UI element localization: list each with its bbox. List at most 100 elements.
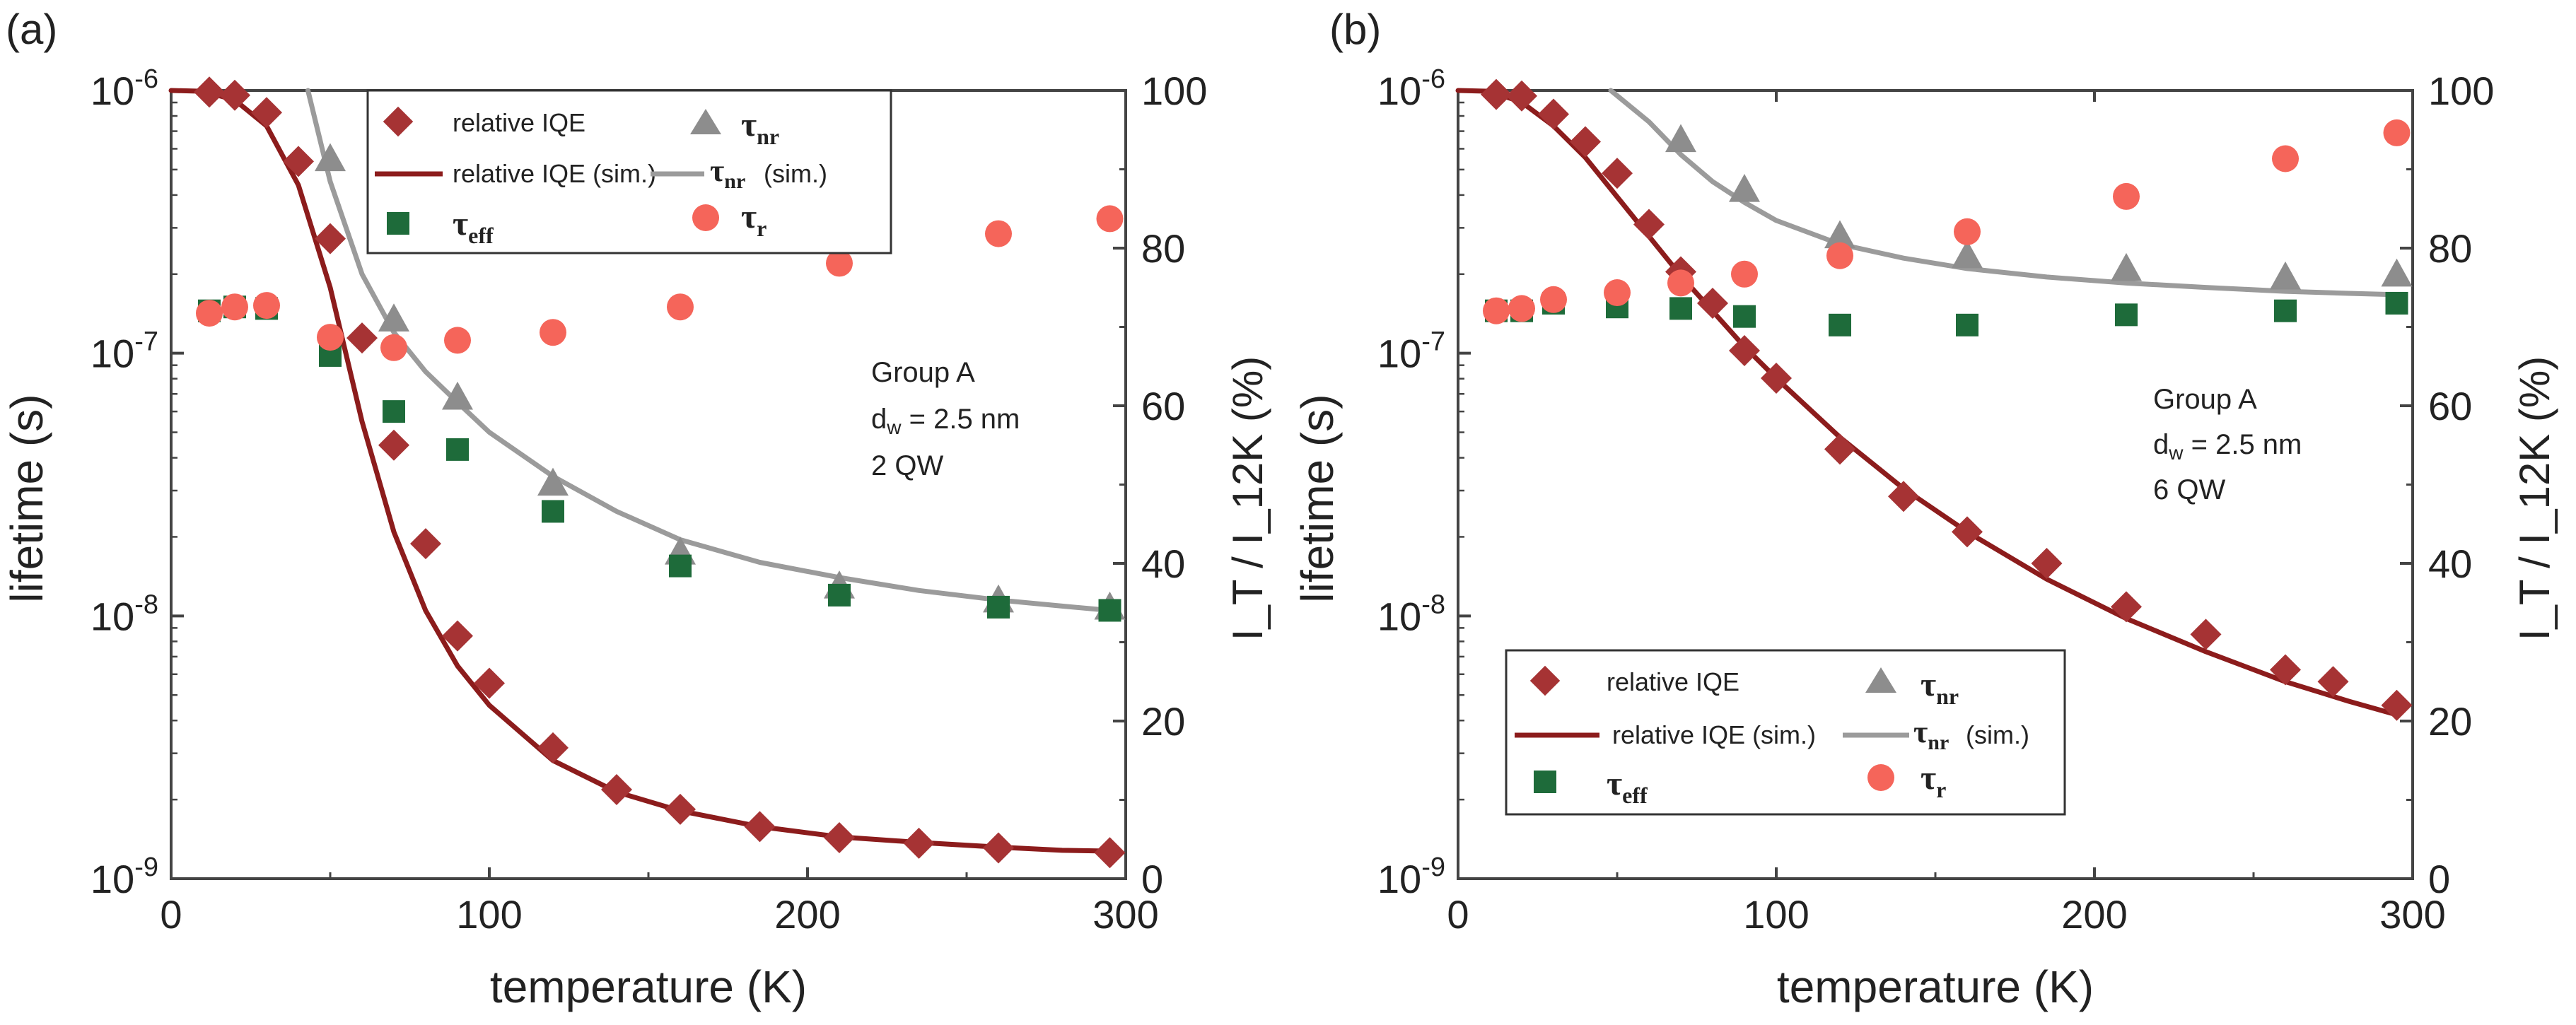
series-line-tau-nr-sim [305,88,1112,613]
legend-label-relative-iqe: relative IQE [453,108,585,137]
point-relative-iqe [824,822,855,854]
point-tau-r [2272,145,2299,172]
point-tau-r [1540,286,1567,313]
point-tau-nr [315,143,346,172]
y-left-tick-label: 10-9 [91,853,158,901]
point-relative-iqe [665,793,696,825]
y-axis-label-left: lifetime (s) [1,394,52,602]
y-left-tick-label: 10-9 [1377,853,1445,901]
point-tau-r [826,250,853,277]
panel-a: (a) lifetime (s) I_T / I_12K (%) tempera… [1,6,1271,1012]
annotation-well-width: dw = 2.5 nm [871,404,1020,438]
y-right-tick-label: 80 [2428,226,2472,271]
annotation: Group A dw = 2.5 nm 2 QW [871,357,1020,481]
point-relative-iqe [410,528,441,560]
point-tau-nr [1824,220,1855,249]
point-tau-r [985,220,1012,247]
y-right-tick-label: 0 [2428,857,2450,901]
point-tau-r [1731,260,1758,288]
point-relative-iqe [194,76,225,108]
point-tau-eff [2385,291,2408,315]
point-relative-iqe [251,97,282,129]
point-tau-r [1508,295,1535,322]
point-relative-iqe [2317,666,2349,698]
point-relative-iqe [2270,654,2301,686]
point-tau-eff [383,400,405,423]
point-tau-eff [1098,599,1121,622]
legend: relative IQE τnr relative IQE (sim.) τnr… [366,89,892,254]
y-left-tick-label: 10-8 [1377,590,1445,638]
point-tau-r [444,327,471,354]
point-tau-nr [2111,252,2142,281]
x-tick-label: 200 [774,892,840,937]
point-tau-eff [2115,303,2138,327]
point-tau-r [667,293,694,321]
point-relative-iqe [2190,619,2222,650]
point-tau-nr [2270,261,2301,290]
point-relative-iqe [378,429,409,461]
point-tau-eff [1829,313,1851,336]
annotation: Group A dw = 2.5 nm 6 QW [2153,384,2302,505]
y-left-tick-label: 10-6 [1377,64,1445,113]
point-tau-nr [537,467,569,496]
point-tau-r [196,300,223,327]
point-relative-iqe [1094,837,1126,869]
y-axis-right-ticks: 0 20 40 60 80 100 [2400,69,2494,901]
point-tau-r [1096,205,1124,233]
series-line-tau-nr-sim [1608,88,2399,298]
point-tau-eff [1956,313,1978,336]
legend-label-tau-nr-sim: τnr (sim.) [710,153,827,193]
series-markers [1481,78,2413,721]
legend-box [366,89,892,254]
y-right-tick-label: 20 [2428,699,2472,744]
legend-marker-tau-eff [1534,771,1556,793]
y-left-tick-label: 10-8 [91,590,158,638]
point-tau-nr [1952,240,1983,269]
x-tick-label: 300 [2379,892,2445,937]
x-axis-ticks: 0 100 200 300 [1447,90,2446,937]
point-relative-iqe [315,223,346,254]
point-relative-iqe [1888,481,1919,512]
legend-marker-tau-r [1867,764,1894,791]
point-tau-r [1667,269,1694,297]
point-tau-nr [1665,124,1696,153]
x-axis-label: temperature (K) [490,961,807,1012]
point-tau-eff [987,595,1010,619]
series-line-relative-iqe-sim [1455,88,2399,718]
point-tau-r [253,292,280,320]
point-tau-nr [2381,258,2413,287]
point-tau-eff [828,583,851,607]
point-relative-iqe [2031,548,2063,579]
x-tick-label: 300 [1092,892,1158,937]
point-relative-iqe [1570,126,1601,158]
point-relative-iqe [1481,78,1512,110]
annotation-group: Group A [2153,384,2257,415]
y-right-tick-label: 20 [1141,699,1185,744]
point-tau-r [1826,242,1853,269]
point-tau-nr [442,381,473,410]
point-relative-iqe [1697,288,1728,320]
svg-text:(sim.): (sim.) [764,159,827,188]
legend-marker-tau-eff [387,212,409,235]
annotation-qw: 2 QW [871,450,943,481]
annotation-well-width: dw = 2.5 nm [2153,429,2302,464]
y-axis-right-ticks: 0 20 40 60 80 100 [1113,69,1207,901]
legend-label-relative-iqe-sim: relative IQE (sim.) [453,159,656,188]
point-tau-eff [2274,299,2297,322]
point-relative-iqe [1633,209,1665,240]
point-relative-iqe [2111,591,2142,623]
x-tick-label: 100 [1743,892,1809,937]
point-tau-r [380,334,407,361]
point-relative-iqe [442,620,473,652]
plot-area: 0 100 200 300 10-9 10-8 10-7 10-6 0 20 40 60 80 100 [1377,64,2495,937]
panel-b: (b) lifetime (s) I_T / I_12K (%) tempera… [1292,6,2558,1012]
y-axis-label-right: I_T / I_12K (%) [2511,356,2558,640]
y-right-tick-label: 100 [1141,69,1207,113]
legend-label-relative-iqe: relative IQE [1607,667,1739,696]
panel-label: (b) [1329,6,1381,53]
point-relative-iqe [1952,516,1983,548]
svg-text:(sim.): (sim.) [1966,720,2029,749]
point-tau-r [1604,279,1631,307]
y-right-tick-label: 100 [2428,69,2494,113]
panel-label: (a) [6,6,57,53]
